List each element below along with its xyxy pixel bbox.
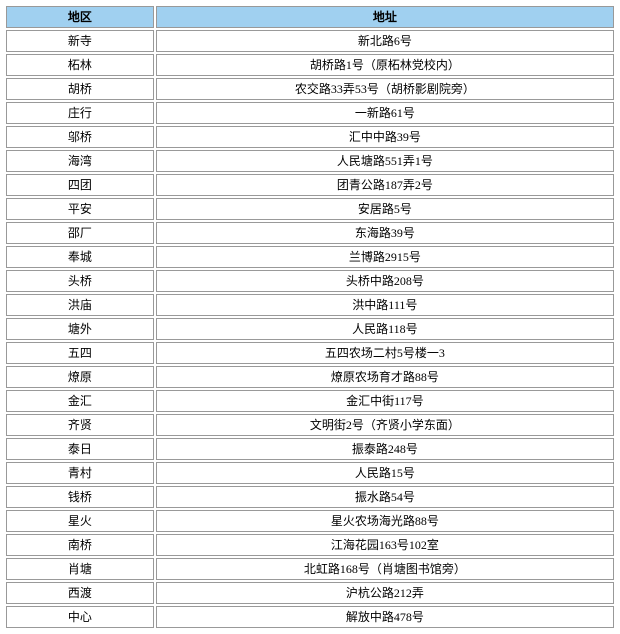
cell-address: 五四农场二村5号楼一3 — [156, 342, 614, 364]
cell-address: 解放中路478号 — [156, 606, 614, 628]
cell-region: 西渡 — [6, 582, 154, 604]
cell-address: 北虹路168号（肖塘图书馆旁） — [156, 558, 614, 580]
cell-address: 金汇中街117号 — [156, 390, 614, 412]
cell-region: 头桥 — [6, 270, 154, 292]
cell-region: 燎原 — [6, 366, 154, 388]
table-row: 洪庙洪中路111号 — [6, 294, 614, 316]
cell-region: 中心 — [6, 606, 154, 628]
cell-region: 庄行 — [6, 102, 154, 124]
cell-address: 沪杭公路212弄 — [156, 582, 614, 604]
cell-region: 胡桥 — [6, 78, 154, 100]
table-header-row: 地区 地址 — [6, 6, 614, 28]
cell-region: 泰日 — [6, 438, 154, 460]
cell-address: 头桥中路208号 — [156, 270, 614, 292]
cell-address: 一新路61号 — [156, 102, 614, 124]
cell-region: 新寺 — [6, 30, 154, 52]
table-row: 庄行一新路61号 — [6, 102, 614, 124]
table-row: 奉城兰博路2915号 — [6, 246, 614, 268]
table-row: 金汇金汇中街117号 — [6, 390, 614, 412]
table-row: 胡桥农交路33弄53号（胡桥影剧院旁） — [6, 78, 614, 100]
table-row: 四团团青公路187弄2号 — [6, 174, 614, 196]
table-row: 齐贤文明街2号（齐贤小学东面） — [6, 414, 614, 436]
table-row: 五四五四农场二村5号楼一3 — [6, 342, 614, 364]
cell-address: 兰博路2915号 — [156, 246, 614, 268]
cell-address: 振水路54号 — [156, 486, 614, 508]
table-row: 新寺新北路6号 — [6, 30, 614, 52]
cell-region: 齐贤 — [6, 414, 154, 436]
cell-address: 安居路5号 — [156, 198, 614, 220]
table-row: 南桥江海花园163号102室 — [6, 534, 614, 556]
cell-address: 振泰路248号 — [156, 438, 614, 460]
table-row: 邬桥汇中中路39号 — [6, 126, 614, 148]
cell-address: 文明街2号（齐贤小学东面） — [156, 414, 614, 436]
cell-address: 汇中中路39号 — [156, 126, 614, 148]
header-address: 地址 — [156, 6, 614, 28]
cell-region: 奉城 — [6, 246, 154, 268]
cell-address: 洪中路111号 — [156, 294, 614, 316]
cell-region: 肖塘 — [6, 558, 154, 580]
cell-address: 新北路6号 — [156, 30, 614, 52]
cell-region: 钱桥 — [6, 486, 154, 508]
cell-region: 五四 — [6, 342, 154, 364]
cell-address: 星火农场海光路88号 — [156, 510, 614, 532]
table-row: 肖塘北虹路168号（肖塘图书馆旁） — [6, 558, 614, 580]
table-row: 中心解放中路478号 — [6, 606, 614, 628]
cell-address: 胡桥路1号（原柘林党校内） — [156, 54, 614, 76]
cell-address: 人民路15号 — [156, 462, 614, 484]
table-row: 钱桥振水路54号 — [6, 486, 614, 508]
cell-address: 人民塘路551弄1号 — [156, 150, 614, 172]
table-row: 柘林胡桥路1号（原柘林党校内） — [6, 54, 614, 76]
cell-address: 团青公路187弄2号 — [156, 174, 614, 196]
locations-table: 地区 地址 新寺新北路6号柘林胡桥路1号（原柘林党校内）胡桥农交路33弄53号（… — [4, 4, 616, 630]
cell-address: 农交路33弄53号（胡桥影剧院旁） — [156, 78, 614, 100]
cell-region: 四团 — [6, 174, 154, 196]
cell-address: 燎原农场育才路88号 — [156, 366, 614, 388]
table-row: 头桥头桥中路208号 — [6, 270, 614, 292]
table-row: 燎原燎原农场育才路88号 — [6, 366, 614, 388]
cell-region: 邵厂 — [6, 222, 154, 244]
cell-address: 江海花园163号102室 — [156, 534, 614, 556]
cell-region: 洪庙 — [6, 294, 154, 316]
cell-address: 东海路39号 — [156, 222, 614, 244]
cell-region: 星火 — [6, 510, 154, 532]
cell-region: 平安 — [6, 198, 154, 220]
table-row: 星火星火农场海光路88号 — [6, 510, 614, 532]
table-row: 泰日振泰路248号 — [6, 438, 614, 460]
table-row: 平安安居路5号 — [6, 198, 614, 220]
cell-region: 海湾 — [6, 150, 154, 172]
table-row: 塘外人民路118号 — [6, 318, 614, 340]
cell-address: 人民路118号 — [156, 318, 614, 340]
table-row: 海湾人民塘路551弄1号 — [6, 150, 614, 172]
cell-region: 青村 — [6, 462, 154, 484]
table-row: 青村人民路15号 — [6, 462, 614, 484]
cell-region: 邬桥 — [6, 126, 154, 148]
cell-region: 柘林 — [6, 54, 154, 76]
cell-region: 南桥 — [6, 534, 154, 556]
cell-region: 塘外 — [6, 318, 154, 340]
header-region: 地区 — [6, 6, 154, 28]
table-row: 邵厂东海路39号 — [6, 222, 614, 244]
table-row: 西渡沪杭公路212弄 — [6, 582, 614, 604]
cell-region: 金汇 — [6, 390, 154, 412]
